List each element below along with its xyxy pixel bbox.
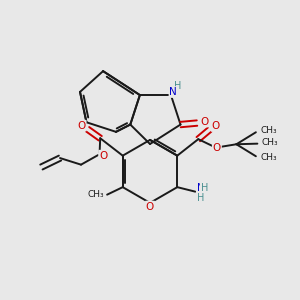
Text: H: H <box>174 81 181 91</box>
Text: O: O <box>212 121 220 131</box>
Text: CH₃: CH₃ <box>260 153 277 162</box>
Text: O: O <box>213 143 221 153</box>
Text: O: O <box>99 151 107 161</box>
Text: N: N <box>169 87 177 97</box>
Text: CH₃: CH₃ <box>260 126 277 135</box>
Text: CH₃: CH₃ <box>87 190 104 199</box>
Text: O: O <box>200 117 208 127</box>
Text: O: O <box>77 121 86 131</box>
Text: H: H <box>201 183 208 193</box>
Text: H: H <box>197 193 204 203</box>
Text: CH₃: CH₃ <box>262 138 278 147</box>
Text: O: O <box>146 202 154 212</box>
Text: N: N <box>197 183 205 193</box>
